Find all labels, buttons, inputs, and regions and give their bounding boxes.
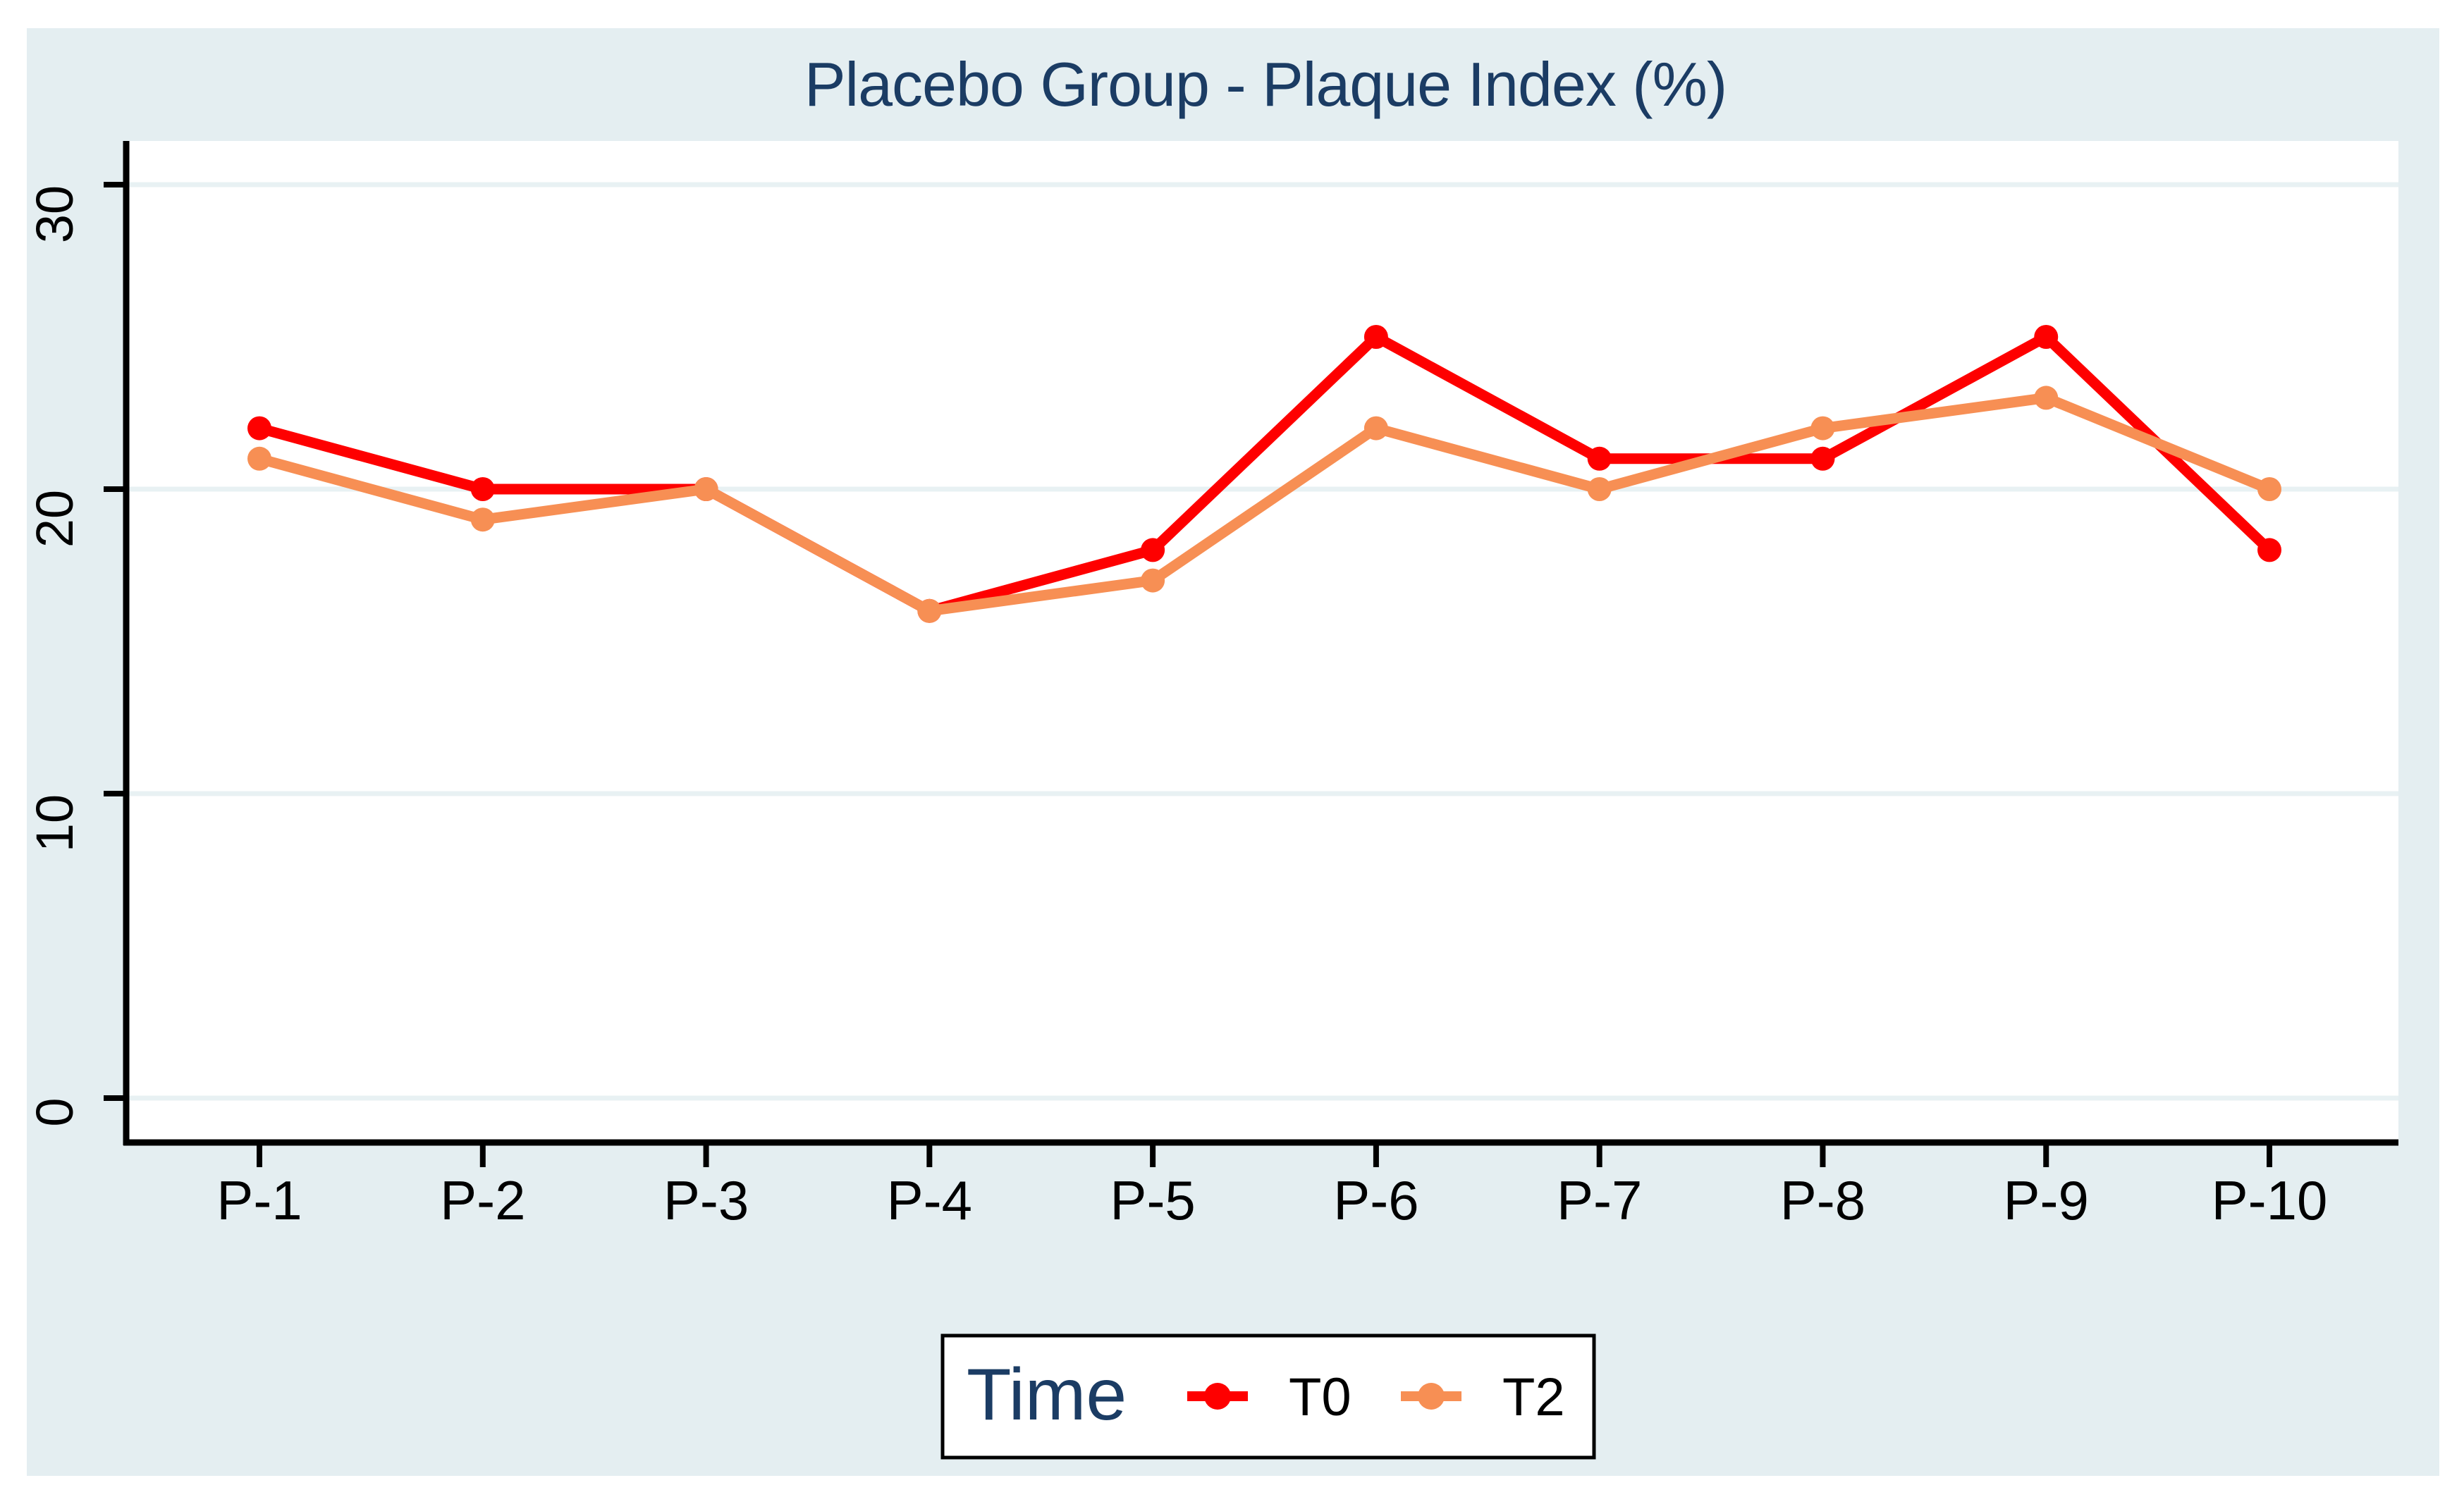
- chart-title: Placebo Group - Plaque Index (%): [804, 49, 1727, 119]
- y-tick-label: 30: [25, 185, 84, 243]
- x-tick-label: P-7: [1557, 1169, 1642, 1231]
- data-point-t2-P-2: [470, 507, 495, 532]
- x-tick-label: P-8: [1780, 1169, 1865, 1231]
- legend-title: Time: [967, 1354, 1127, 1436]
- data-point-t2-P-3: [694, 477, 718, 501]
- plot-region-background: [126, 141, 2398, 1142]
- data-point-t0-P-6: [1363, 325, 1388, 349]
- legend-marker-dot-t0: [1204, 1383, 1231, 1410]
- data-point-t2-P-8: [1810, 416, 1835, 441]
- legend-entry-label-t2: T2: [1502, 1367, 1565, 1427]
- data-point-t0-P-5: [1141, 538, 1165, 562]
- legend-box: [940, 1334, 1596, 1460]
- series-line-t0: [254, 331, 2275, 617]
- data-point-t2-P-7: [1587, 477, 1612, 501]
- x-tick-label: P-4: [887, 1169, 972, 1231]
- legend-entry-label-t0: T0: [1289, 1367, 1351, 1427]
- data-point-t2-P-10: [2257, 477, 2282, 501]
- data-point-t0-P-9: [2034, 325, 2059, 349]
- x-tick-label: P-9: [2004, 1169, 2089, 1231]
- x-tick-label: P-10: [2212, 1169, 2328, 1231]
- x-tick-label: P-1: [216, 1169, 302, 1231]
- data-point-t0-P-1: [247, 416, 271, 441]
- data-point-t0-P-2: [470, 477, 495, 501]
- x-tick-label: P-2: [440, 1169, 525, 1231]
- y-tick-label: 0: [25, 1097, 84, 1126]
- legend-marker-dot-t2: [1418, 1383, 1445, 1410]
- data-point-t2-P-5: [1141, 568, 1165, 593]
- x-tick-label: P-6: [1333, 1169, 1418, 1231]
- data-point-t0-P-7: [1587, 446, 1612, 471]
- x-tick-label: P-3: [663, 1169, 749, 1231]
- data-point-t2-P-4: [917, 598, 942, 623]
- y-tick-label: 10: [25, 794, 84, 852]
- data-point-t2-P-1: [247, 446, 271, 471]
- y-tick-label: 20: [25, 490, 84, 548]
- x-tick-label: P-5: [1110, 1169, 1195, 1231]
- data-point-t0-P-8: [1810, 446, 1835, 471]
- data-point-t0-P-10: [2257, 538, 2282, 562]
- series-line-t2: [254, 392, 2275, 617]
- data-point-t2-P-9: [2034, 386, 2059, 410]
- data-point-t2-P-6: [1363, 416, 1388, 441]
